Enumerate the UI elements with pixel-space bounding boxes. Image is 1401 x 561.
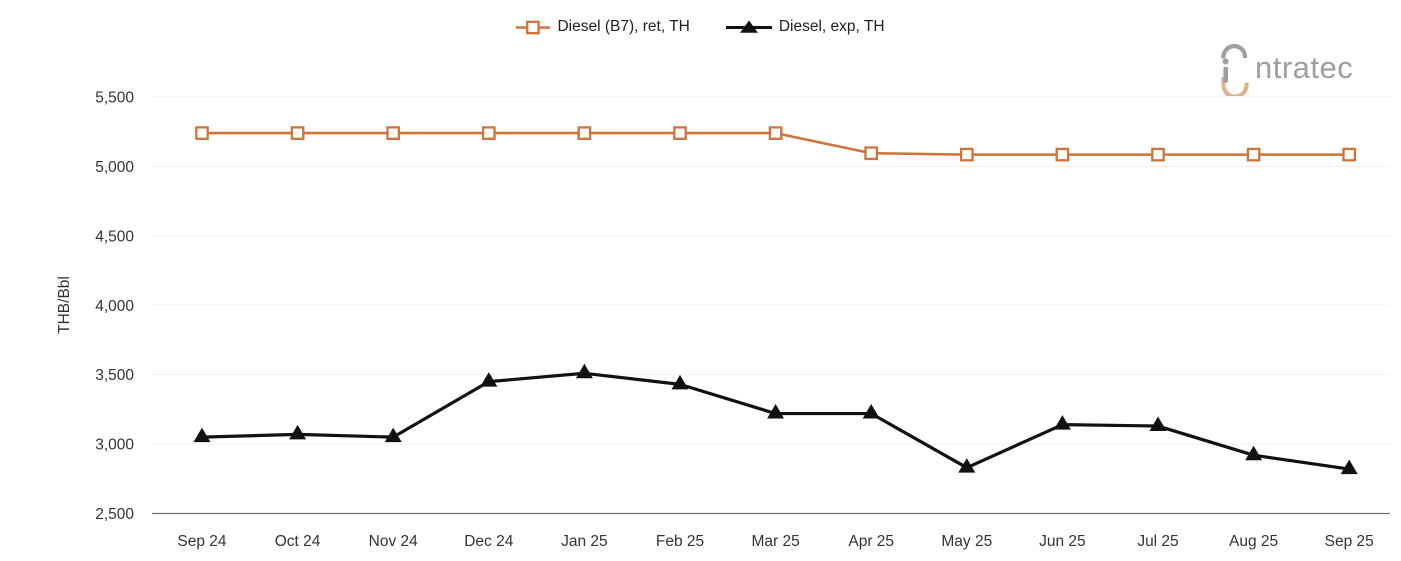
legend-item-diesel-exp-th[interactable]: Diesel, exp, TH xyxy=(725,18,885,36)
x-axis-tick-label: Jul 25 xyxy=(1137,533,1178,550)
data-point-diesel-exp-th[interactable] xyxy=(1340,459,1358,475)
data-point-diesel-exp-th[interactable] xyxy=(862,404,880,419)
intratec-logo: ntratec xyxy=(1219,41,1353,96)
x-axis-tick-label: Mar 25 xyxy=(751,533,799,550)
data-point-diesel-b7-ret-th[interactable] xyxy=(959,147,974,162)
data-point-diesel-b7-ret-th[interactable] xyxy=(195,126,209,140)
x-axis-tick-label: Oct 24 xyxy=(275,533,321,550)
x-axis-tick-label: Feb 25 xyxy=(656,533,704,550)
open-square-marker-icon xyxy=(516,20,551,34)
data-point-diesel-exp-th[interactable] xyxy=(1053,415,1071,430)
filled-triangle-marker-icon xyxy=(725,20,772,33)
data-point-diesel-exp-th[interactable] xyxy=(958,458,976,473)
data-point-diesel-exp-th[interactable] xyxy=(289,424,307,440)
series-line-diesel-exp-th xyxy=(201,371,1350,471)
logo-i-dot xyxy=(1222,58,1229,65)
data-point-diesel-exp-th[interactable] xyxy=(1149,416,1167,432)
data-point-diesel-b7-ret-th[interactable] xyxy=(290,126,305,140)
logo-top-arc xyxy=(1221,44,1248,59)
y-axis-title: THB/Bbl xyxy=(56,276,73,334)
y-axis-tick-label: 4,000 xyxy=(95,298,134,315)
legend-triangle-glyph xyxy=(739,20,758,33)
data-point-diesel-exp-th[interactable] xyxy=(671,374,689,390)
x-axis-tick-label: Nov 24 xyxy=(369,533,418,550)
legend-label-diesel-b7-ret-th: Diesel (B7), ret, TH xyxy=(557,18,690,35)
data-point-diesel-exp-th[interactable] xyxy=(575,363,593,379)
x-axis-tick-label: May 25 xyxy=(941,533,992,550)
data-point-diesel-b7-ret-th[interactable] xyxy=(1055,147,1070,162)
data-point-diesel-b7-ret-th[interactable] xyxy=(577,126,592,140)
x-axis-tick-label: Jan 25 xyxy=(561,533,608,550)
y-axis-tick-label: 5,500 xyxy=(95,90,134,107)
data-point-diesel-b7-ret-th[interactable] xyxy=(864,146,879,161)
y-axis-tick-label: 2,500 xyxy=(95,506,134,523)
y-axis-tick-label: 3,500 xyxy=(95,367,134,384)
legend-square-glyph xyxy=(526,20,541,34)
y-axis-tick-label: 3,000 xyxy=(95,437,134,454)
data-point-diesel-b7-ret-th[interactable] xyxy=(1342,147,1357,162)
x-axis-tick-label: Jun 25 xyxy=(1039,533,1086,550)
y-axis-tick-label: 4,500 xyxy=(95,228,134,245)
x-axis-tick-label: Apr 25 xyxy=(848,533,894,550)
data-point-diesel-b7-ret-th[interactable] xyxy=(1246,147,1261,162)
data-point-diesel-b7-ret-th[interactable] xyxy=(481,126,496,140)
logo-wordmark: ntratec xyxy=(1255,50,1354,85)
y-axis-tick-label: 5,000 xyxy=(95,159,134,176)
data-point-diesel-b7-ret-th[interactable] xyxy=(768,126,783,140)
x-axis-tick-label: Sep 24 xyxy=(177,533,227,550)
chart-legend: Diesel (B7), ret, TH Diesel, exp, TH xyxy=(0,18,1401,36)
logo-bottom-arc xyxy=(1221,77,1249,96)
data-point-diesel-exp-th[interactable] xyxy=(480,372,498,387)
data-point-diesel-exp-th[interactable] xyxy=(767,404,785,419)
intratec-logo-icon xyxy=(1221,44,1249,96)
legend-label-diesel-exp-th: Diesel, exp, TH xyxy=(778,18,885,35)
data-point-diesel-exp-th[interactable] xyxy=(384,427,402,443)
x-axis-tick-label: Aug 25 xyxy=(1229,533,1278,550)
data-point-diesel-b7-ret-th[interactable] xyxy=(1151,147,1165,162)
x-axis-tick-label: Sep 25 xyxy=(1325,533,1374,550)
data-point-diesel-exp-th[interactable] xyxy=(1245,445,1263,461)
data-point-diesel-b7-ret-th[interactable] xyxy=(673,126,687,140)
data-point-diesel-b7-ret-th[interactable] xyxy=(386,126,401,140)
x-axis-tick-label: Dec 24 xyxy=(464,533,513,550)
legend-item-diesel-b7-ret-th[interactable]: Diesel (B7), ret, TH xyxy=(516,18,690,36)
logo-i-stem xyxy=(1223,67,1228,83)
data-point-diesel-exp-th[interactable] xyxy=(193,427,211,443)
